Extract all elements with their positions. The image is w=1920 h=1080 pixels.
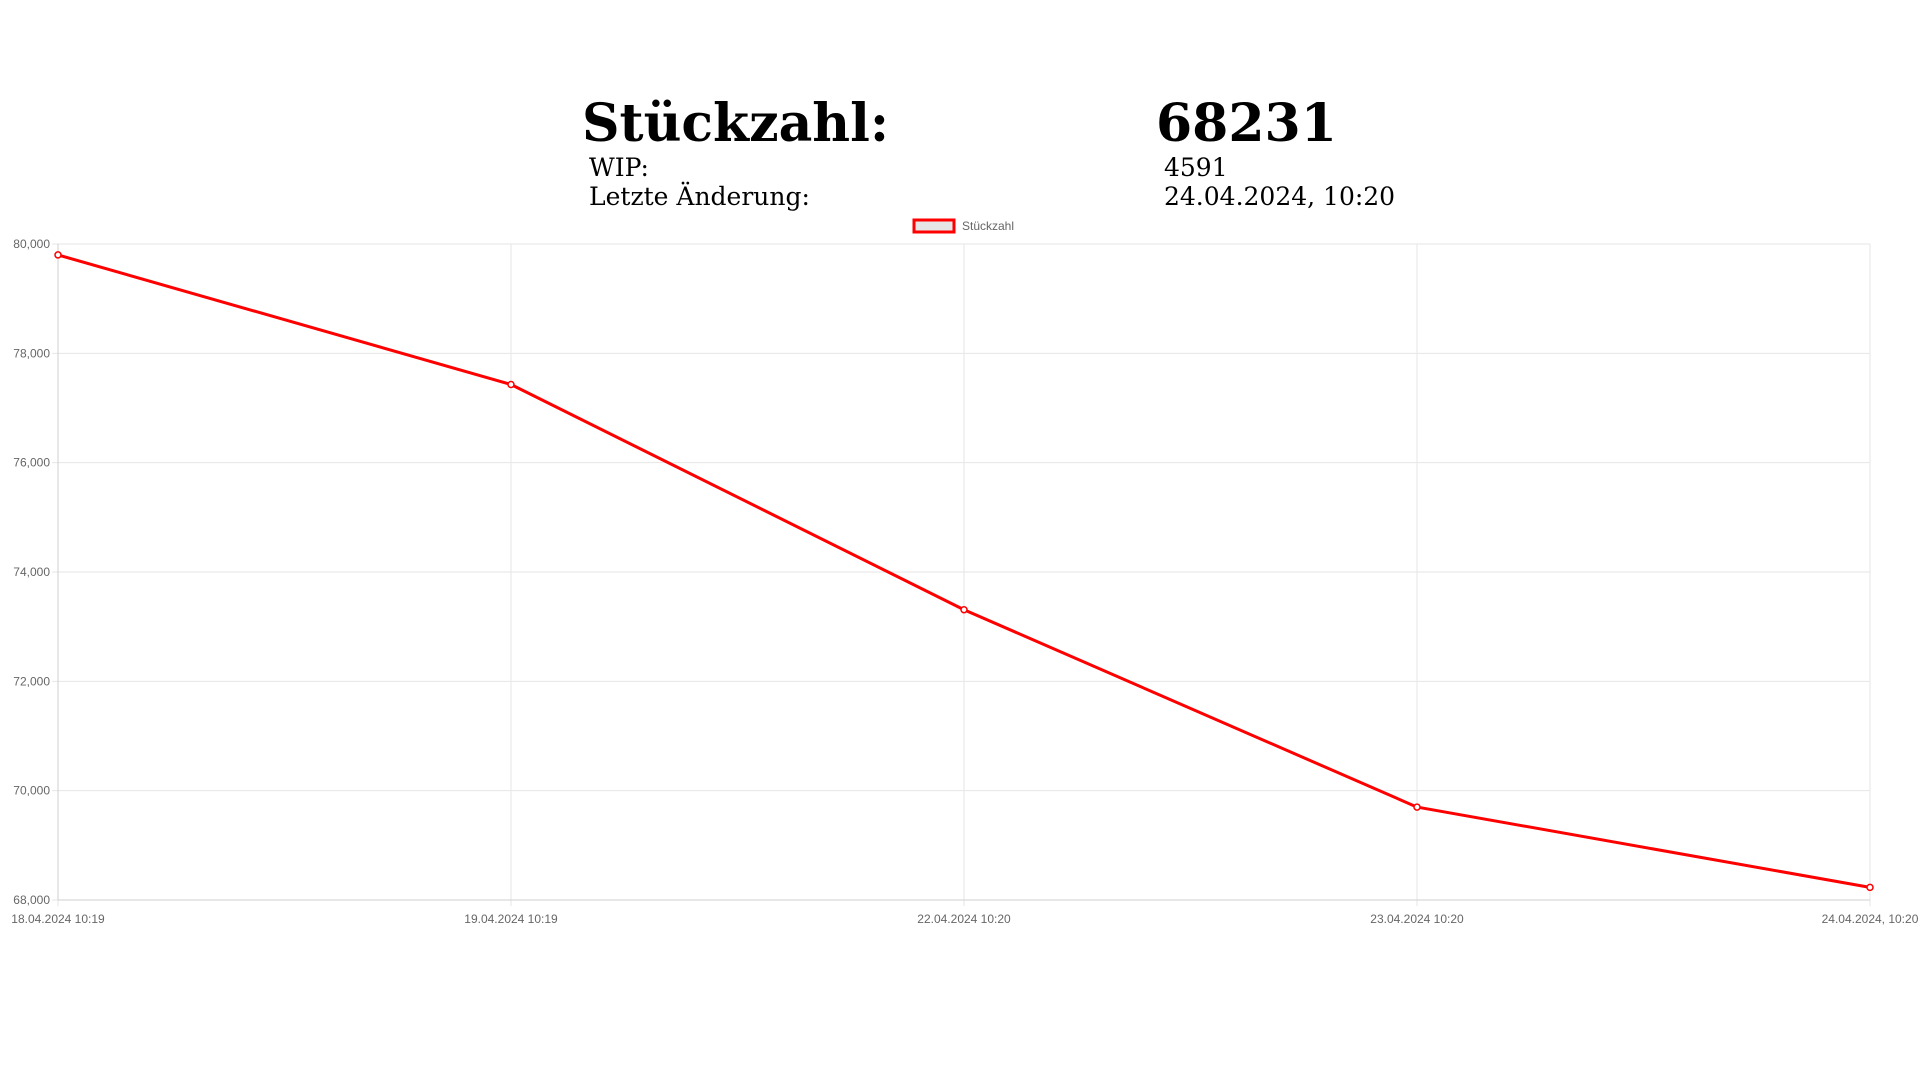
x-tick-label: 22.04.2024 10:20 — [917, 912, 1011, 926]
wip-label: WIP: — [589, 153, 649, 182]
x-tick-label: 24.04.2024, 10:20 — [1822, 912, 1919, 926]
wip-value: 4591 — [1164, 153, 1228, 182]
legend-label[interactable]: Stückzahl — [962, 219, 1014, 233]
x-tick-label: 19.04.2024 10:19 — [464, 912, 558, 926]
y-tick-label: 76,000 — [13, 456, 50, 470]
last-change-label: Letzte Änderung: — [589, 182, 810, 211]
y-tick-label: 80,000 — [13, 237, 50, 251]
last-change-value: 24.04.2024, 10:20 — [1164, 182, 1396, 211]
x-tick-label: 23.04.2024 10:20 — [1370, 912, 1464, 926]
x-tick-label: 18.04.2024 10:19 — [11, 912, 105, 926]
y-tick-label: 68,000 — [13, 893, 50, 907]
count-label: Stückzahl: — [582, 93, 890, 154]
legend-swatch[interactable] — [912, 218, 956, 234]
data-point[interactable] — [507, 380, 515, 389]
data-point[interactable] — [960, 605, 968, 614]
data-point[interactable] — [1866, 883, 1874, 892]
data-point[interactable] — [1413, 803, 1421, 811]
y-tick-label: 72,000 — [13, 674, 50, 688]
summary-header: Stückzahl: 68231 WIP: 4591 Letzte Änderu… — [0, 0, 1920, 220]
y-tick-label: 74,000 — [13, 565, 50, 579]
data-point[interactable] — [54, 251, 62, 259]
y-tick-label: 70,000 — [13, 784, 50, 798]
count-value: 68231 — [1156, 93, 1337, 154]
y-tick-label: 78,000 — [13, 346, 50, 360]
